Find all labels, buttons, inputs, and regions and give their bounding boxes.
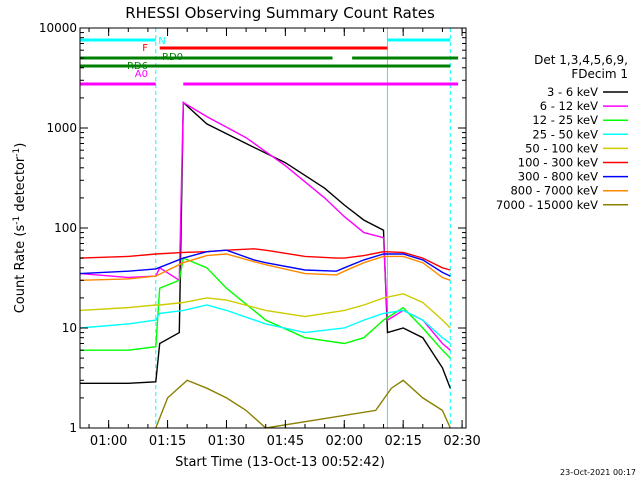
x-tick-label: 01:30 — [208, 434, 245, 449]
legend-label: 12 - 25 keV — [532, 113, 598, 127]
y-tick-label: 1000 — [46, 121, 77, 135]
x-axis: 01:00 01:15 01:30 01:45 02:00 02:15 02:30 — [88, 28, 481, 449]
series-lines — [79, 100, 451, 429]
y-axis: 1 10 100 1000 10000 — [39, 21, 466, 435]
series-line-7 — [79, 253, 451, 281]
legend-label: 6 - 12 keV — [540, 99, 598, 113]
series-line-5 — [79, 248, 451, 271]
series-line-3 — [79, 304, 451, 345]
y-tick-label: 10000 — [39, 21, 77, 35]
legend-label: 7000 - 15000 keV — [496, 198, 598, 212]
chart-title: RHESSI Observing Summary Count Rates — [125, 4, 435, 22]
flag-label-rd0: RD0 — [162, 52, 183, 63]
legend-header-line1: Det 1,3,4,5,6,9, — [534, 53, 628, 67]
y-tick-label: 10 — [62, 321, 77, 335]
flag-label-a0: A0 — [135, 69, 148, 80]
x-tick-label: 01:00 — [90, 434, 127, 449]
series-line-2 — [80, 257, 451, 359]
legend-label: 3 - 6 keV — [547, 85, 598, 99]
legend-label: 800 - 7000 keV — [510, 184, 598, 198]
flag-label-f: F — [142, 43, 148, 54]
x-axis-label: Start Time (13-Oct-13 00:52:42) — [175, 455, 385, 470]
legend-label: 25 - 50 keV — [532, 127, 598, 141]
flag-label-n: N — [158, 36, 165, 47]
legend-label: 100 - 300 keV — [518, 156, 598, 170]
y-axis-label: Count Rate (s-1 detector-1) — [12, 143, 28, 314]
legend-header-line2: FDecim 1 — [571, 67, 628, 81]
series-line-4 — [79, 293, 451, 329]
legend-label: 300 - 800 keV — [518, 170, 598, 184]
x-tick-label: 02:15 — [384, 434, 421, 449]
x-tick-label: 01:45 — [267, 434, 304, 449]
y-tick-label: 1 — [69, 421, 77, 435]
timestamp: 23-Oct-2021 00:17 — [560, 468, 636, 477]
flag-label-rd6: RD6 — [127, 61, 148, 72]
series-line-6 — [79, 249, 451, 277]
series-line-0 — [80, 100, 451, 389]
legend-label: 50 - 100 keV — [525, 141, 598, 155]
series-line-8 — [155, 379, 451, 429]
x-tick-label: 01:15 — [149, 434, 186, 449]
plot-frame — [79, 27, 467, 429]
y-tick-label: 100 — [54, 221, 77, 235]
flag-vlines — [79, 28, 451, 428]
x-tick-label: 02:30 — [443, 434, 480, 449]
x-tick-label: 02:00 — [326, 434, 363, 449]
